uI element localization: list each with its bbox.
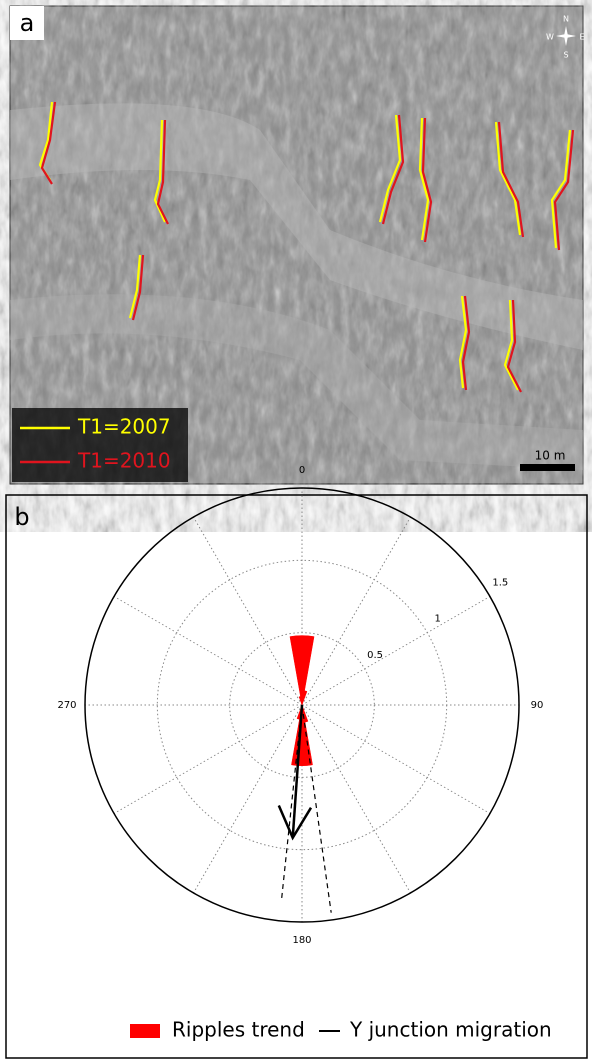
arrow-shaft — [293, 705, 302, 838]
panel-label: b — [14, 503, 29, 531]
legend-label: T1=2010 — [77, 449, 171, 473]
spoke — [302, 705, 490, 814]
r-tick-label: 0.5 — [367, 650, 383, 661]
spoke — [302, 705, 411, 893]
spoke — [302, 517, 411, 705]
spoke — [302, 597, 490, 706]
r-tick-label: 1.5 — [492, 578, 508, 589]
spoke — [194, 705, 303, 893]
angle-label: 0 — [299, 465, 305, 476]
compass-label: N — [563, 15, 569, 24]
rose-chart: 0.5 1 1.5 0 90 180 270 Ripples trend Y junction … — [57, 465, 551, 1042]
angle-label: 90 — [531, 700, 544, 711]
scale-bar — [520, 464, 575, 471]
panel-label: a — [20, 9, 35, 37]
compass-label: S — [563, 51, 568, 60]
spoke — [194, 517, 303, 705]
scale-label: 10 m — [535, 449, 566, 463]
spoke — [114, 597, 302, 706]
r-tick-label: 1 — [434, 614, 440, 625]
angle-label: 270 — [57, 700, 76, 711]
angle-label: 180 — [292, 935, 311, 946]
legend-label: Ripples trend — [172, 1018, 305, 1042]
compass-label: E — [579, 33, 584, 42]
figure: a N E S W T1=2007T1=2010 10 m b 0.511.50… — [0, 0, 592, 1062]
legend-label: T1=2007 — [77, 415, 171, 439]
legend-label: Y junction migration — [349, 1018, 552, 1042]
spoke — [114, 705, 302, 814]
compass-label: W — [546, 33, 554, 42]
migration-bound — [302, 705, 331, 913]
image-panel: a N E S W T1=2007 T1=2010 10 m — [10, 6, 585, 484]
legend-swatch — [130, 1024, 160, 1038]
